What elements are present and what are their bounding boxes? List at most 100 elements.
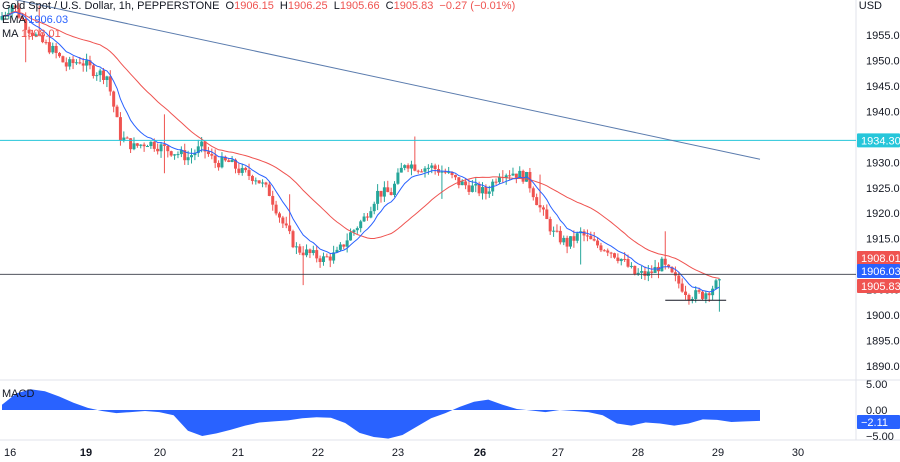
candle-body — [135, 143, 139, 146]
candle-body — [700, 291, 704, 299]
candle-body — [565, 237, 569, 247]
x-tick-label: 19 — [80, 447, 92, 459]
macd-legend[interactable]: MACD — [2, 388, 34, 400]
candle-body — [376, 190, 380, 204]
price-label-text: 1906.03 — [861, 266, 900, 278]
close-value: 1905.83 — [393, 0, 434, 12]
candle-body — [7, 12, 11, 15]
candle-body — [118, 117, 122, 141]
candle-body — [156, 148, 160, 152]
y-tick-label: 1950.00 — [866, 55, 900, 67]
low-label: L — [333, 0, 340, 12]
candle-body — [193, 153, 197, 156]
candle-body — [362, 216, 366, 222]
y-tick-label: 1895.00 — [866, 336, 900, 348]
candle-body — [142, 144, 146, 147]
candle-body — [41, 34, 45, 43]
candle-body — [34, 34, 38, 36]
candle-body — [78, 62, 82, 64]
candle-body — [203, 141, 207, 152]
x-tick-label: 28 — [632, 447, 644, 459]
candle-body — [497, 177, 501, 183]
candle-body — [569, 236, 572, 247]
candle-body — [146, 146, 150, 148]
high-value: 1906.25 — [287, 0, 328, 12]
macd-value-box — [857, 415, 900, 429]
candle-body — [311, 250, 315, 254]
x-tick-label: 30 — [792, 447, 804, 459]
candle-body — [545, 209, 549, 220]
candle-body — [464, 181, 468, 186]
ema-legend[interactable]: EMA 1906.03 — [2, 14, 68, 27]
candle-body — [0, 16, 4, 20]
candle-body — [640, 271, 644, 273]
candle-body — [552, 230, 556, 232]
candle-body — [27, 29, 31, 33]
candle-body — [98, 70, 102, 76]
candle-body — [281, 217, 285, 224]
y-tick-label: 1925.00 — [866, 183, 900, 195]
candle-body — [467, 185, 471, 192]
candle-body — [541, 207, 545, 210]
candle-body — [223, 156, 227, 161]
candle-body — [711, 288, 715, 296]
candle-body — [704, 293, 708, 299]
candle-body — [694, 290, 698, 299]
candle-body — [690, 298, 694, 301]
candle-body — [606, 250, 610, 253]
macd-y-tick: −5.00 — [866, 431, 894, 443]
candle-body — [173, 154, 177, 156]
close-label: C — [385, 0, 394, 12]
candle-body — [602, 250, 606, 252]
candle-body — [68, 59, 72, 67]
candle-body — [321, 256, 325, 263]
candle-body — [420, 171, 424, 173]
symbol-title: Gold Spot / U.S. Dollar, 1h, PEPPERSTONE — [2, 0, 220, 12]
candle-body — [538, 205, 542, 208]
candle-body — [102, 70, 106, 80]
candle-body — [572, 236, 576, 241]
macd-histogram — [2, 389, 760, 439]
candle-body — [596, 240, 600, 246]
ma-line — [1, 10, 720, 279]
candle-body — [389, 192, 393, 195]
candle-body — [132, 143, 136, 150]
candle-body — [619, 258, 623, 262]
y-tick-label: 1890.00 — [866, 361, 900, 373]
candle-body — [382, 187, 386, 197]
candle-body — [426, 167, 430, 169]
candle-body — [254, 180, 258, 182]
candle-body — [139, 144, 143, 146]
change-value: −0.27 (−0.01%) — [439, 0, 516, 12]
ma-legend[interactable]: MA 1908.01 — [2, 28, 61, 41]
candle-body — [267, 184, 271, 196]
price-label-text: 1905.83 — [861, 281, 900, 293]
candle-body — [71, 59, 75, 64]
candle-body — [186, 157, 190, 161]
low-value: 1905.66 — [339, 0, 380, 12]
candle-body — [447, 171, 451, 173]
candle-body — [521, 170, 525, 182]
candle-body — [508, 175, 512, 177]
candle-body — [61, 56, 65, 63]
candle-body — [514, 173, 518, 178]
candle-body — [190, 155, 193, 158]
price-label-text: 1908.01 — [861, 253, 900, 265]
candle-body — [592, 239, 596, 241]
candle-body — [487, 191, 491, 194]
candle-body — [20, 17, 24, 20]
currency-label[interactable]: USD — [858, 0, 882, 12]
y-tick-label: 1930.00 — [866, 157, 900, 169]
candle-body — [663, 258, 667, 265]
candle-body — [274, 204, 278, 214]
candle-body — [37, 34, 41, 36]
candle-body — [277, 213, 281, 218]
candle-body — [91, 65, 95, 76]
candle-body — [122, 137, 126, 141]
candle-body — [10, 5, 14, 13]
candle-body — [714, 280, 718, 289]
candle-body — [528, 171, 532, 189]
candle-body — [629, 265, 633, 267]
candle-body — [504, 175, 508, 179]
